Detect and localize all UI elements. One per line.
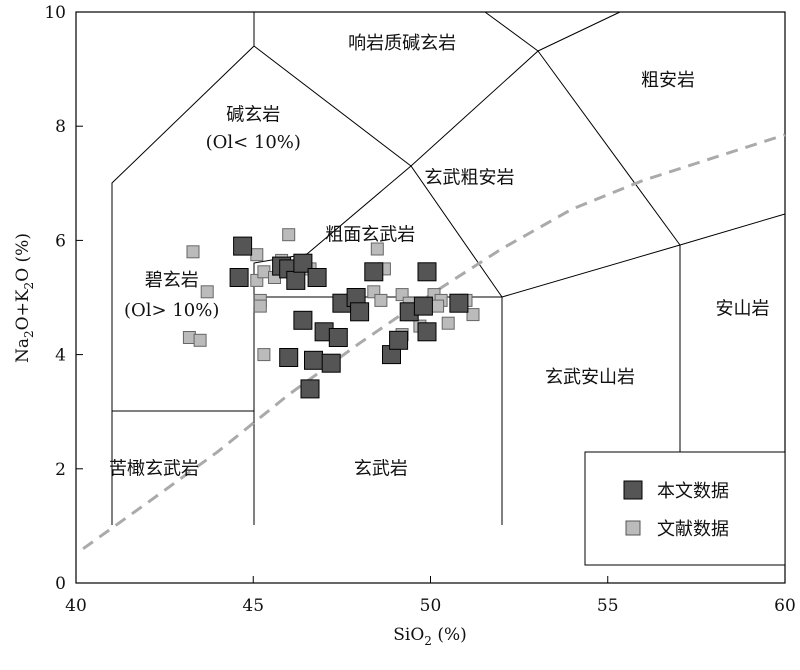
boundary-trachyandesite [537, 50, 681, 246]
y-tick-label: 10 [44, 3, 66, 23]
x-tick-label: 50 [420, 596, 442, 616]
field-trachybasalt: 粗面玄武岩 [325, 224, 415, 245]
data-point [321, 353, 341, 373]
x-axis: 40 45 50 55 60 [65, 576, 796, 616]
field-boundaries [111, 11, 786, 525]
legend-box [584, 451, 786, 566]
x-tick-label: 40 [65, 596, 87, 616]
data-point [293, 310, 313, 330]
x-axis-title: SiO2 (%) [393, 625, 467, 648]
legend-label-literature: 文献数据 [657, 519, 729, 540]
y-tick-label: 8 [55, 117, 66, 137]
data-point [389, 330, 409, 350]
data-point [449, 293, 469, 313]
data-point [370, 242, 384, 256]
data-point [186, 245, 200, 259]
data-point [286, 270, 306, 290]
data-point [282, 228, 296, 242]
data-point [279, 348, 299, 367]
field-basanite: 碱玄岩 [226, 104, 280, 125]
data-point [253, 299, 267, 313]
legend-swatch-this-study [623, 480, 643, 500]
x-tick-label: 55 [597, 596, 619, 616]
legend-swatch-literature [625, 520, 641, 536]
data-point [193, 333, 207, 347]
series-this-study [229, 236, 469, 399]
y-axis: 0 2 4 6 8 10 [44, 3, 83, 594]
y-tick-label: 6 [55, 231, 66, 251]
x-tick-label: 60 [774, 596, 796, 616]
data-point [374, 293, 388, 307]
data-point [350, 302, 370, 322]
data-point [466, 308, 480, 322]
field-tephrite-note: (Ol> 10%) [124, 300, 219, 321]
x-tick-label: 45 [242, 596, 264, 616]
boundary-picrobasalt [111, 12, 255, 525]
data-point [364, 262, 384, 282]
data-point [417, 322, 437, 342]
data-point [304, 350, 323, 370]
field-basaltic-trachyandesite: 玄武粗安岩 [424, 167, 514, 188]
data-point [229, 268, 249, 287]
data-point [182, 331, 196, 344]
data-point [307, 268, 327, 287]
data-point [200, 285, 214, 299]
boundary-phonotephrite [253, 11, 539, 167]
y-tick-label: 0 [55, 574, 66, 594]
data-point [417, 262, 437, 282]
data-point [233, 236, 253, 256]
data-point [441, 316, 455, 330]
field-basalt: 玄武岩 [354, 459, 408, 480]
y-axis-title: Na2O+K2O (%) [13, 233, 36, 363]
data-point [413, 296, 433, 316]
field-phonotephrite: 响岩质碱玄岩 [348, 33, 456, 54]
field-picrobasalt: 苦橄玄武岩 [109, 459, 199, 480]
data-point [300, 379, 320, 399]
field-basanite-note: (Ol< 10%) [206, 132, 301, 153]
field-tephrite: 碧玄岩 [145, 270, 199, 291]
data-point [257, 348, 271, 362]
data-point [431, 299, 445, 313]
field-andesite: 安山岩 [715, 299, 769, 320]
boundary-top-right [537, 11, 621, 52]
legend-label-this-study: 本文数据 [657, 481, 729, 502]
y-tick-label: 2 [55, 460, 66, 480]
data-point [328, 328, 348, 347]
legend: 本文数据 文献数据 [584, 451, 786, 566]
y-tick-label: 4 [55, 346, 66, 366]
data-point [250, 248, 264, 262]
data-point [293, 253, 313, 273]
field-basaltic-andesite: 玄武安山岩 [545, 367, 635, 388]
field-trachyandesite: 粗安岩 [641, 70, 695, 91]
